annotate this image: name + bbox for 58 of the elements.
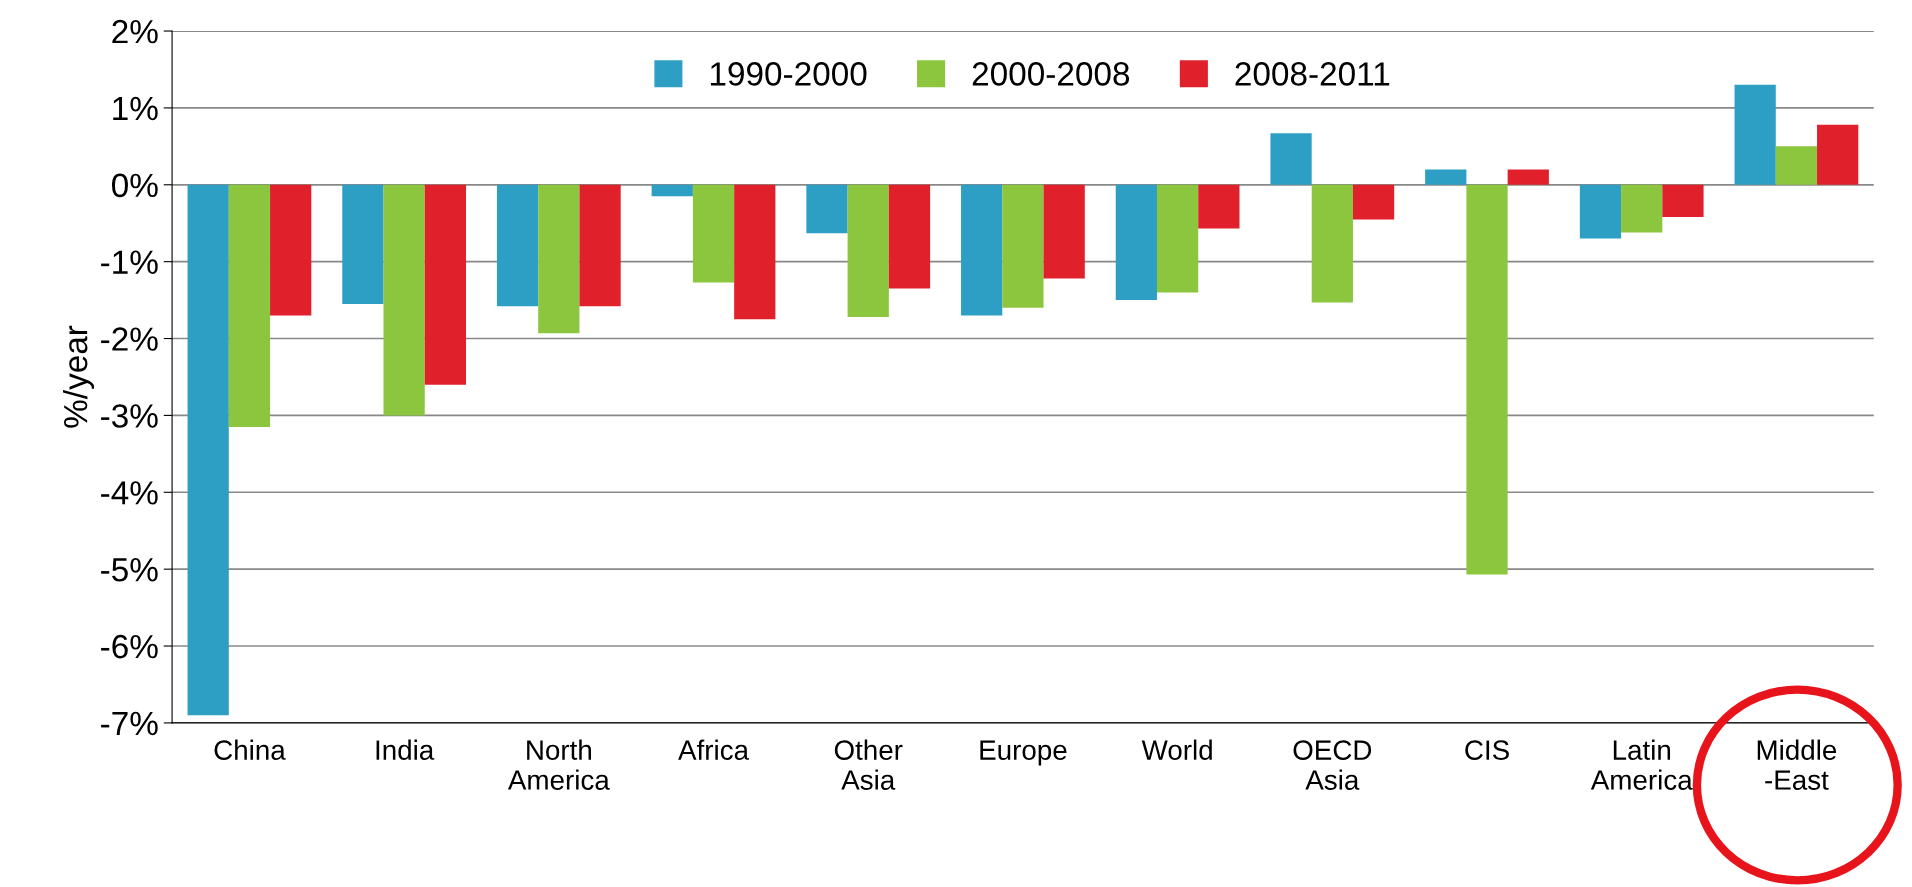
bar [1621,184,1663,233]
bar [1198,184,1240,229]
bar [1311,184,1353,303]
bar [1156,184,1199,293]
bar [1734,84,1776,185]
bar [651,184,693,197]
legend-label: 2008-2011 [1235,62,1390,86]
x-tick-label: Latin America [1590,739,1693,790]
x-tick-label: India [376,739,435,760]
y-tick-label: -6% [101,634,158,659]
bar [734,184,776,320]
bar [1002,184,1044,308]
bar [847,184,889,318]
bar [383,184,425,416]
bar [1352,184,1395,220]
y-tick-label: 0% [112,173,158,198]
bar [187,184,229,716]
bar [538,184,580,334]
bar [270,184,312,316]
bar [1425,169,1467,185]
y-tick-label: -4% [101,481,158,505]
bar [1775,146,1818,185]
bar [1043,184,1085,279]
y-tick-label: 2% [112,19,158,44]
x-tick-label: Other Asia [834,739,903,790]
y-tick-label: -5% [101,558,158,582]
bar [1270,133,1312,185]
x-tick-label: Middle -East [1757,739,1837,790]
bar [579,184,621,307]
x-tick-label: Europe [980,740,1067,766]
bar [1579,184,1622,239]
bar [1466,184,1508,575]
y-tick-label: -7% [101,711,158,736]
x-tick-label: North America [507,739,610,790]
y-tick-label: -3% [101,404,158,428]
y-axis-title: %/year [62,325,95,428]
bar [342,184,384,304]
y-tick-label: -2% [101,327,158,351]
y-tick-label: 1% [113,96,158,121]
bar [496,184,539,307]
bar [961,184,1003,316]
bar [692,184,735,283]
bar [228,184,271,427]
x-tick-label: Africa [678,739,750,760]
bar [1817,124,1859,185]
x-tick-label: OECD Asia [1293,740,1372,790]
bar [424,184,467,385]
bar [1507,169,1549,185]
x-tick-label: China [214,739,286,760]
x-tick-label: CIS [1465,740,1509,760]
bar [888,184,931,289]
bar [1662,184,1704,218]
bar [806,184,848,234]
y-tick-label: -1% [101,250,158,274]
x-tick-label: World [1141,739,1212,760]
bar [1115,184,1157,301]
legend-label: 2000-2008 [972,62,1130,86]
legend-label: 1990-2000 [710,62,867,86]
